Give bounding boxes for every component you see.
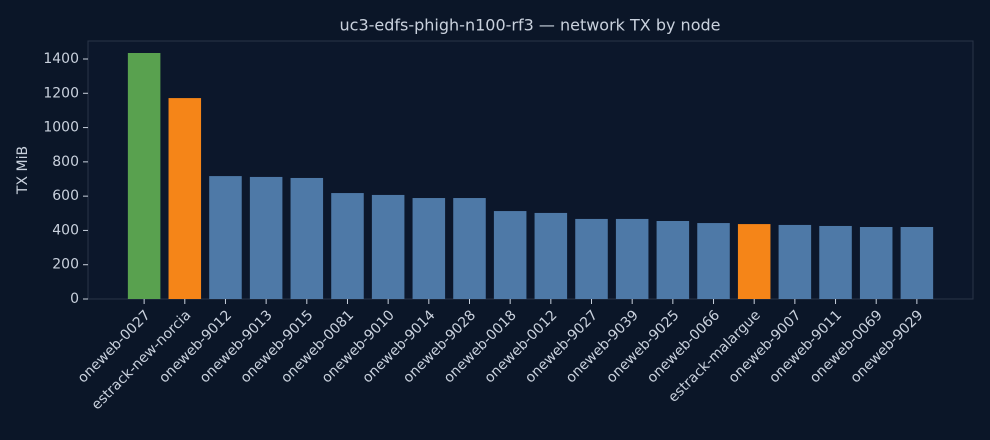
bar — [819, 225, 852, 299]
y-axis-label: TX MiB — [15, 146, 31, 195]
bar — [371, 194, 405, 299]
bar — [290, 177, 324, 299]
y-tick-label: 200 — [52, 257, 79, 273]
bar — [615, 218, 649, 299]
bar — [900, 227, 934, 299]
bar — [249, 176, 283, 299]
y-tick-label: 0 — [70, 291, 79, 307]
bar — [737, 224, 771, 299]
y-tick-label: 1400 — [43, 51, 79, 67]
y-tick-label: 400 — [52, 222, 79, 238]
chart-title: uc3-edfs-phigh-n100-rf3 — network TX by … — [340, 16, 721, 35]
bar — [493, 211, 527, 299]
y-tick-label: 1200 — [43, 85, 79, 101]
bar — [575, 218, 608, 299]
bar — [534, 212, 568, 299]
y-tick-label: 800 — [52, 154, 79, 170]
bar — [453, 198, 486, 299]
bar — [859, 227, 893, 299]
bar — [697, 223, 730, 299]
bar — [778, 224, 812, 299]
bar — [331, 193, 364, 299]
y-tick-label: 1000 — [43, 120, 79, 136]
bar — [209, 176, 242, 299]
y-tick-label: 600 — [52, 188, 79, 204]
bar — [656, 221, 690, 299]
bar — [168, 98, 202, 299]
bar — [127, 53, 161, 299]
bar — [412, 198, 446, 299]
